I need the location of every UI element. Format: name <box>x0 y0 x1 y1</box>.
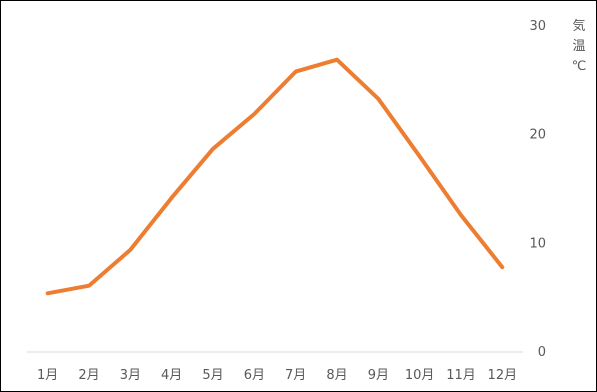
x-tick-label: 1月 <box>37 368 58 383</box>
x-tick-label: 10月 <box>405 368 435 383</box>
x-tick-label: 9月 <box>368 368 389 383</box>
x-tick-label: 11月 <box>446 368 476 383</box>
x-axis-categories: 1月 2月 3月 4月 5月 6月 7月 8月 9月 10月 11月 12月 <box>37 368 517 383</box>
series-lines <box>45 57 505 296</box>
y-tick-label: 20 <box>529 128 546 143</box>
y-axis-title-char: 温 <box>572 39 585 54</box>
y-tick-label: 10 <box>529 236 546 251</box>
x-tick-label: 8月 <box>326 368 347 383</box>
series-line <box>45 57 505 296</box>
y-tick-label: 0 <box>538 345 546 360</box>
x-tick-label: 2月 <box>78 368 99 383</box>
y-axis-title-char: 気 <box>572 18 585 34</box>
y-tick-label: 30 <box>529 19 546 34</box>
y-axis-ticks: 0 10 20 30 <box>529 19 546 360</box>
y-axis-title-char: ℃ <box>572 59 587 74</box>
x-tick-label: 7月 <box>285 368 306 383</box>
x-tick-label: 5月 <box>202 368 223 383</box>
x-tick-label: 4月 <box>161 368 182 383</box>
y-axis-title: 気温 ℃ <box>572 18 587 74</box>
x-tick-label: 6月 <box>244 368 265 383</box>
x-tick-label: 12月 <box>488 368 518 383</box>
x-tick-label: 3月 <box>120 368 141 383</box>
